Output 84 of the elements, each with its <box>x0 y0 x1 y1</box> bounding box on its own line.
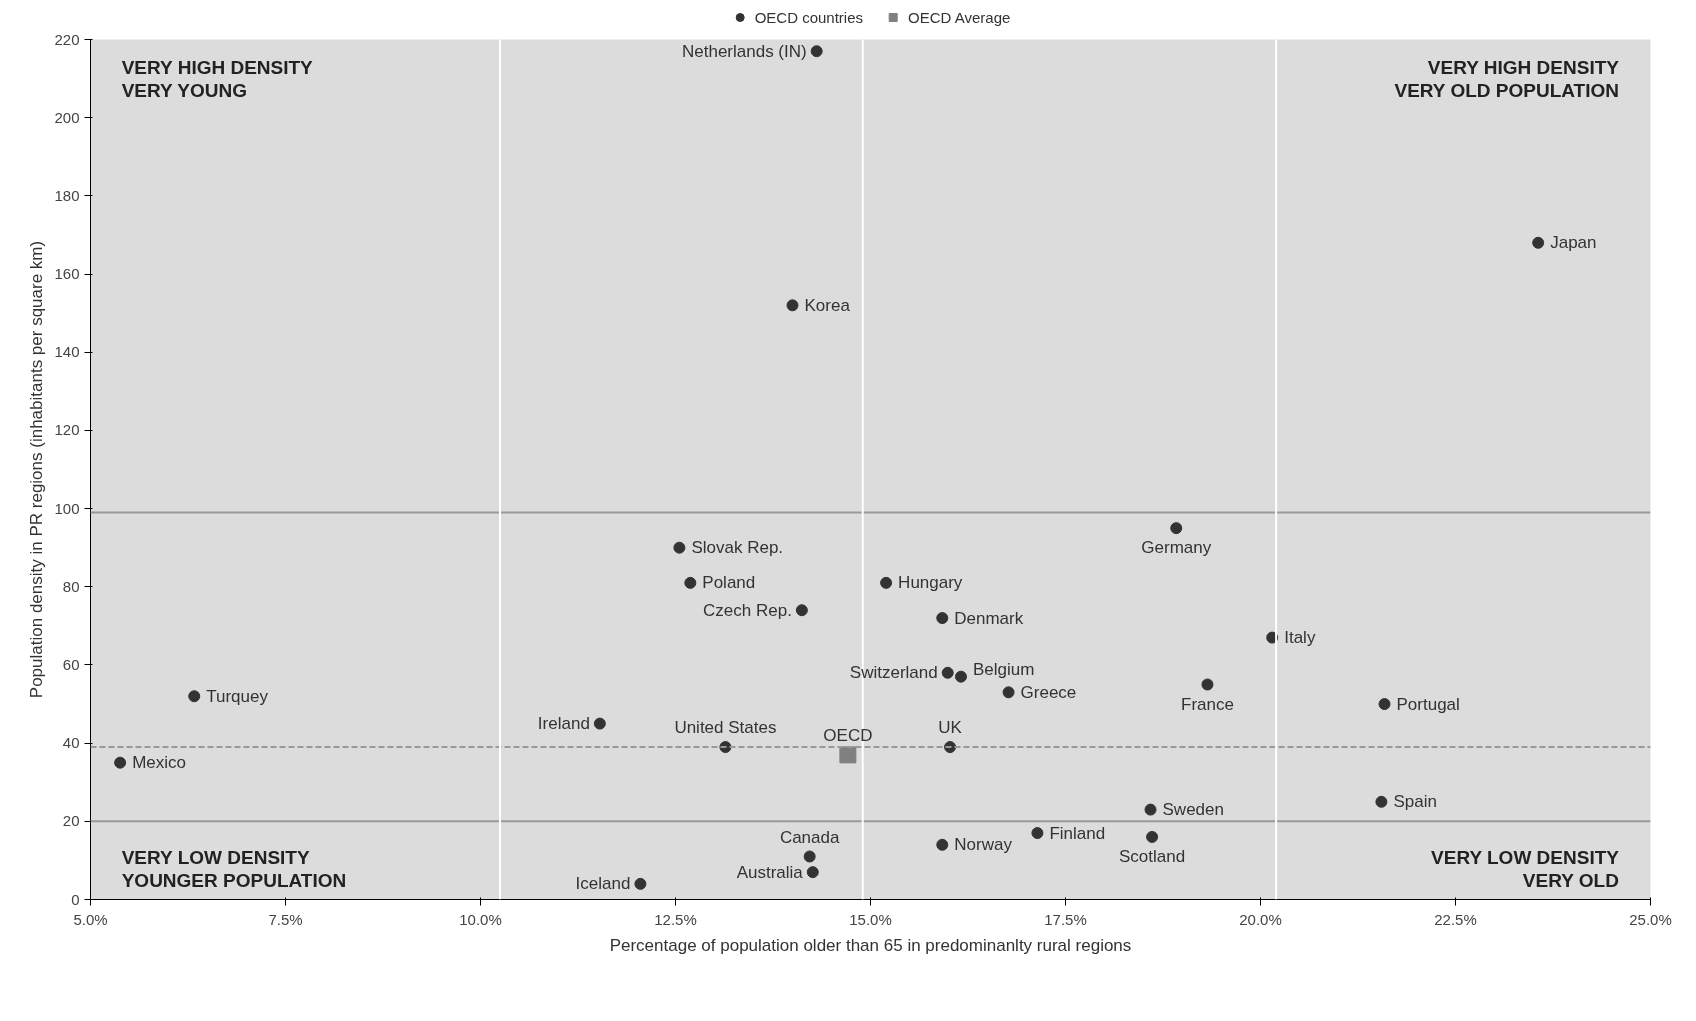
annotation: United States <box>674 718 777 738</box>
x-axis-title: Percentage of population older than 65 in predominanlty rural regions <box>609 935 1132 955</box>
annotation: Denmark <box>954 608 1024 628</box>
annotation: Norway <box>954 835 1013 855</box>
annotation: Poland <box>702 573 756 593</box>
legend-label: OECD countries <box>754 8 864 26</box>
point <box>1002 686 1015 699</box>
annotation: VERY LOW DENSITY VERY OLD <box>1431 846 1620 891</box>
x-tick-label: 15.0% <box>849 910 892 928</box>
point <box>1532 236 1545 249</box>
annotation: Hungary <box>898 573 963 593</box>
y-tick-label: 0 <box>71 890 80 908</box>
annotation: Italy <box>1284 628 1316 648</box>
point <box>1144 803 1157 816</box>
point <box>1378 698 1391 711</box>
y-tick-label: 80 <box>62 577 80 595</box>
annotation: Switzerland <box>849 663 938 683</box>
point <box>1146 830 1159 843</box>
annotation: Iceland <box>575 874 631 894</box>
y-tick-label: 120 <box>54 421 80 439</box>
y-tick-label: 140 <box>54 343 80 361</box>
point <box>114 756 127 769</box>
annotation: Czech Rep. <box>703 600 792 620</box>
annotation: VERY HIGH DENSITY VERY OLD POPULATION <box>1394 56 1620 101</box>
annotation: Greece <box>1020 682 1077 702</box>
annotation: VERY HIGH DENSITY VERY YOUNG <box>121 56 314 101</box>
x-tick-label: 12.5% <box>654 910 697 928</box>
annotation: Japan <box>1550 233 1597 253</box>
y-tick-label: 200 <box>54 108 80 126</box>
x-tick-label: 7.5% <box>268 910 303 928</box>
y-tick-label: 60 <box>62 655 80 673</box>
y-axis-title: Population density in PR regions (inhabitants per square km) <box>27 240 47 699</box>
y-tick-label: 160 <box>54 265 80 283</box>
point <box>684 576 697 589</box>
annotation: Turquey <box>206 686 269 706</box>
annotation: Spain <box>1393 792 1437 812</box>
annotation: Korea <box>804 295 851 315</box>
annotation: Canada <box>779 827 840 847</box>
point <box>941 666 954 679</box>
point <box>936 838 949 851</box>
point <box>954 670 967 683</box>
point <box>880 576 893 589</box>
point <box>810 45 823 58</box>
point <box>1375 795 1388 808</box>
x-tick-label: 22.5% <box>1434 910 1477 928</box>
x-tick-label: 10.0% <box>459 910 502 928</box>
y-tick-label: 20 <box>62 812 80 830</box>
annotation: Netherlands (IN) <box>681 41 807 61</box>
point <box>634 877 647 890</box>
annotation: Australia <box>736 862 804 882</box>
point <box>188 690 201 703</box>
point <box>839 746 857 764</box>
y-tick-label: 40 <box>62 734 80 752</box>
point <box>1170 522 1183 535</box>
annotation: UK <box>938 718 963 738</box>
x-tick-label: 20.0% <box>1239 910 1282 928</box>
annotation: Finland <box>1049 823 1106 843</box>
point <box>936 612 949 625</box>
annotation: Mexico <box>132 753 186 773</box>
x-tick-label: 17.5% <box>1044 910 1087 928</box>
point <box>1201 678 1214 691</box>
x-tick-label: 25.0% <box>1629 910 1672 928</box>
point <box>593 717 606 730</box>
point <box>795 604 808 617</box>
point <box>803 850 816 863</box>
annotation: OECD <box>823 725 873 745</box>
annotation: France <box>1181 694 1234 714</box>
x-tick-label: 5.0% <box>73 910 108 928</box>
point <box>1031 827 1044 840</box>
annotation: VERY LOW DENSITY YOUNGER POPULATION <box>121 846 347 891</box>
legend-label: OECD Average <box>908 8 1011 26</box>
annotation: Slovak Rep. <box>691 538 784 558</box>
annotation: Scotland <box>1119 846 1186 866</box>
y-tick-label: 100 <box>54 499 80 517</box>
point <box>806 866 819 879</box>
annotation: Ireland <box>537 714 590 734</box>
y-tick-label: 220 <box>54 30 80 48</box>
point <box>786 299 799 312</box>
point <box>673 541 686 554</box>
y-tick-label: 180 <box>54 186 80 204</box>
annotation: Belgium <box>972 660 1035 680</box>
annotation: Germany <box>1141 538 1212 558</box>
annotation: Portugal <box>1396 694 1460 714</box>
annotation: Sweden <box>1162 800 1224 820</box>
